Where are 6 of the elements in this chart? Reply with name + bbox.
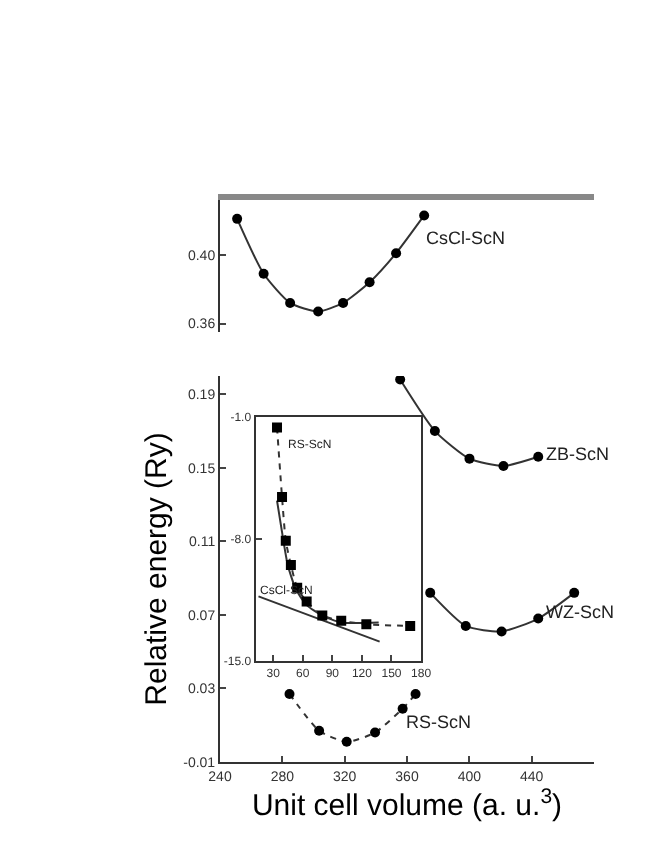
annotation: WZ-ScN <box>546 602 614 622</box>
x-axis-title: Unit cell volume (a. u.$^{3}$) <box>251 784 563 824</box>
annotation: ZB-ScN <box>546 444 609 464</box>
annotation: CsCl-ScN <box>426 228 505 248</box>
annotation: RS-ScN <box>406 712 472 732</box>
y-axis-title: Relative energy (Ry) <box>139 432 174 706</box>
